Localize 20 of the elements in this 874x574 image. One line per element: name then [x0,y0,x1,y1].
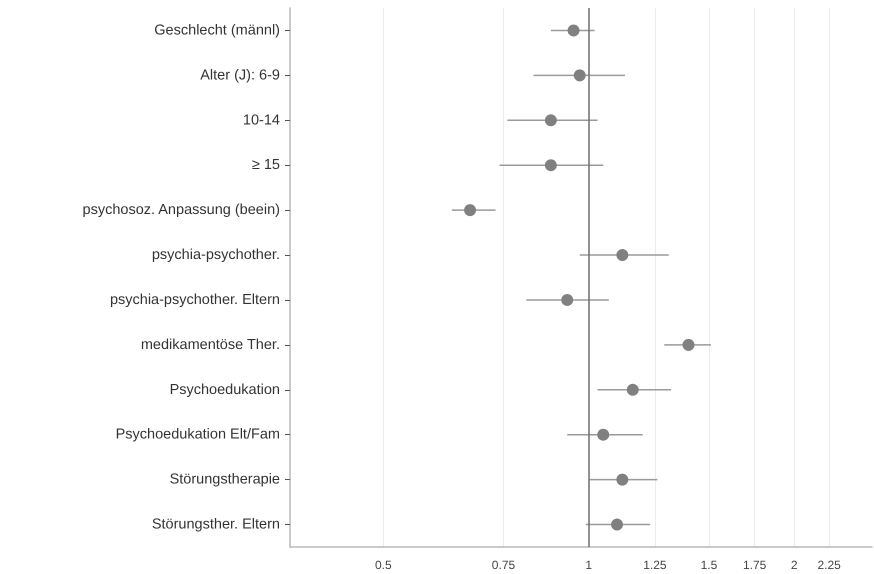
y-tick-label: ≥ 15 [252,157,280,174]
y-tick-label: Alter (J): 6-9 [200,67,280,84]
x-tick-label: 1.5 [700,558,718,572]
y-tick-label: psychia-psychother. Eltern [110,292,280,308]
x-tick-label: 0.5 [374,558,392,572]
x-tick-label: 2 [790,558,798,572]
y-tick-label: Störungsther. Eltern [152,516,280,533]
y-tick-label: Psychoedukation [170,382,280,398]
x-tick-label: 1.25 [643,558,667,572]
y-tick-label: Psychoedukation Elt/Fam [116,426,280,443]
y-tick-label: psychia-psychother. [152,247,280,264]
x-tick-label: 0.75 [492,558,516,572]
x-tick-label: 1 [585,558,592,572]
y-tick-label: Störungstherapie [170,472,280,488]
x-tick-label: 1.75 [742,558,767,572]
y-tick-label: Geschlecht (männl) [154,22,280,38]
y-tick-label: psychosoz. Anpassung (beein) [82,202,280,218]
x-tick-label: 2.25 [817,558,842,572]
y-tick-label: medikamentöse Ther. [140,336,280,353]
y-tick-label: 10-14 [242,112,280,128]
